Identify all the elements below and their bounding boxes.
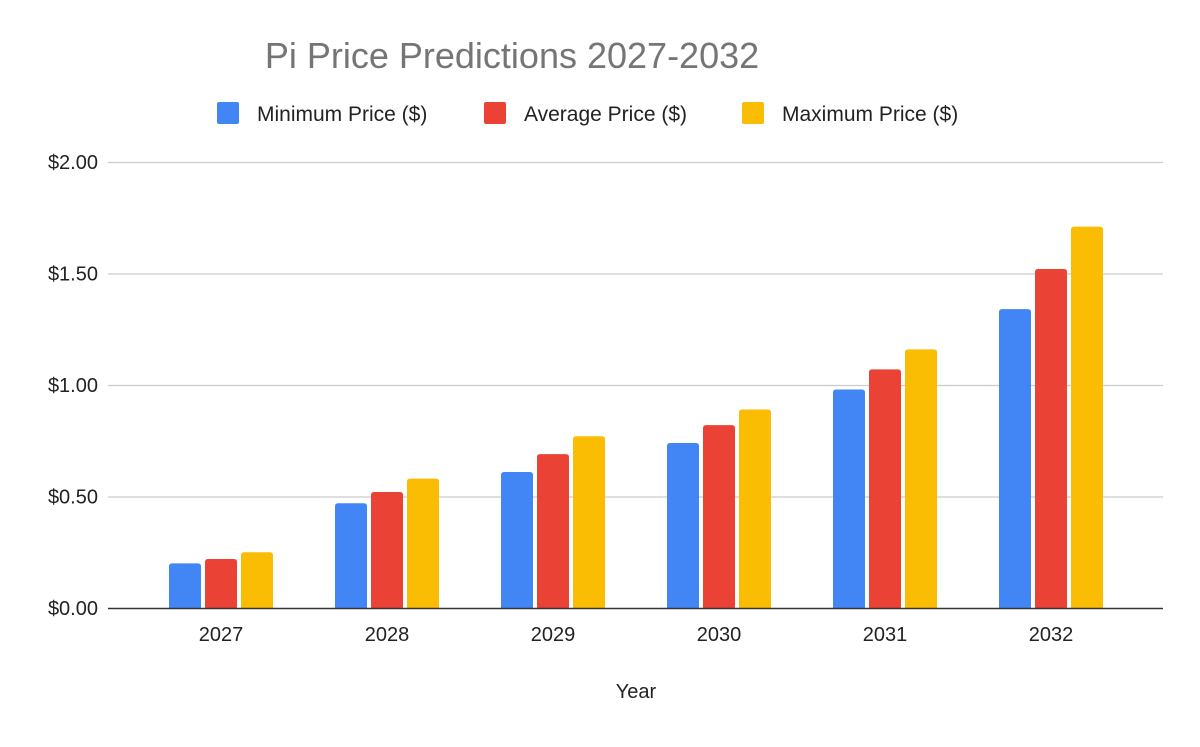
y-axis-ticks: $0.00 $0.50 $1.00 $1.50 $2.00 <box>48 152 98 620</box>
y-tick-label: $1.50 <box>48 264 98 286</box>
bar-maximum-2031[interactable] <box>905 349 937 608</box>
bar-maximum-2032[interactable] <box>1071 226 1103 609</box>
bar-minimum-2032[interactable] <box>999 309 1031 608</box>
legend-label[interactable]: Maximum Price ($) <box>782 103 958 126</box>
x-tick-label: 2029 <box>531 624 576 646</box>
x-axis-ticks: 2027 2028 2029 2030 2031 2032 <box>199 624 1074 646</box>
x-axis-label: Year <box>616 681 657 703</box>
bar-minimum-2030[interactable] <box>667 442 699 608</box>
y-tick-label: $0.50 <box>48 487 98 509</box>
legend-swatch <box>484 102 506 124</box>
bar-minimum-2029[interactable] <box>501 471 533 608</box>
x-tick-label: 2030 <box>697 624 742 646</box>
bar-maximum-2028[interactable] <box>407 478 439 608</box>
bar-maximum-2029[interactable] <box>573 436 605 608</box>
x-tick-label: 2032 <box>1029 624 1074 646</box>
bar-average-2028[interactable] <box>371 492 403 608</box>
legend: Minimum Price ($) Average Price ($) Maximu… <box>217 102 958 126</box>
bars <box>169 226 1103 609</box>
gridlines <box>108 161 1163 498</box>
bar-average-2027[interactable] <box>205 558 237 608</box>
bar-minimum-2027[interactable] <box>169 563 201 608</box>
bar-average-2031[interactable] <box>869 369 901 608</box>
bar-average-2032[interactable] <box>1035 269 1067 608</box>
x-tick-label: 2027 <box>199 624 244 646</box>
y-tick-label: $1.00 <box>48 375 98 397</box>
bar-average-2029[interactable] <box>537 454 569 608</box>
y-tick-label: $0.00 <box>48 598 98 620</box>
legend-label[interactable]: Average Price ($) <box>524 103 687 126</box>
legend-swatch <box>742 102 764 124</box>
bar-maximum-2027[interactable] <box>241 552 273 608</box>
bar-minimum-2031[interactable] <box>833 389 865 608</box>
x-tick-label: 2028 <box>365 624 410 646</box>
y-tick-label: $2.00 <box>48 152 98 174</box>
bar-maximum-2030[interactable] <box>739 409 771 608</box>
chart-title: Pi Price Predictions 2027-2032 <box>265 35 759 76</box>
legend-label[interactable]: Minimum Price ($) <box>257 103 427 126</box>
x-tick-label: 2031 <box>863 624 908 646</box>
bar-minimum-2028[interactable] <box>335 503 367 608</box>
bar-average-2030[interactable] <box>703 425 735 608</box>
legend-swatch <box>217 102 239 124</box>
